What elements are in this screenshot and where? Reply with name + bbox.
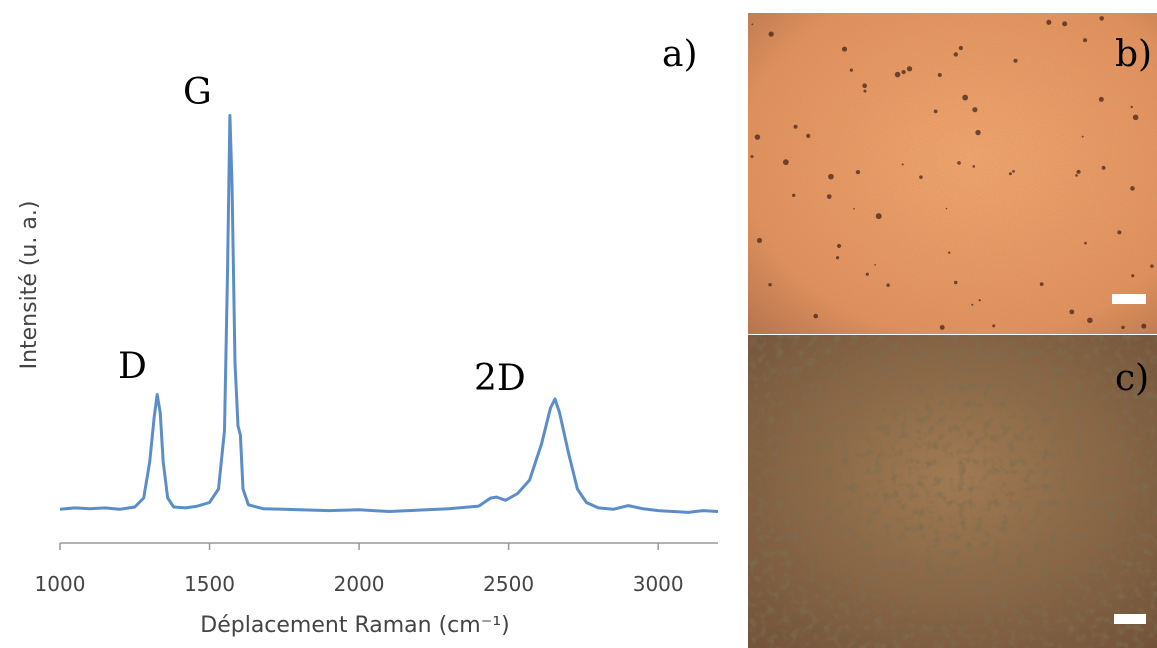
x-tick-label: 2500 [483, 572, 534, 596]
x-tick-label: 1500 [184, 572, 235, 596]
peak-label: 2D [474, 358, 526, 399]
peak-label: a) [662, 34, 698, 75]
peak-label: D [118, 346, 147, 387]
y-axis-label: Intensité (u. a.) [17, 201, 42, 370]
panel-label: b) [1115, 34, 1152, 75]
specks [750, 16, 1154, 330]
x-tick-label: 3000 [633, 572, 684, 596]
micrograph-b [748, 13, 1157, 334]
micrograph-c [748, 335, 1157, 648]
peak-label: G [183, 72, 212, 113]
spectrum-line [59, 114, 719, 514]
x-tick-label: 2000 [334, 572, 385, 596]
x-tick-label: 1000 [35, 572, 86, 596]
x-axis-label: Déplacement Raman (cm⁻¹) [200, 613, 509, 638]
panel-label: c) [1115, 358, 1149, 399]
